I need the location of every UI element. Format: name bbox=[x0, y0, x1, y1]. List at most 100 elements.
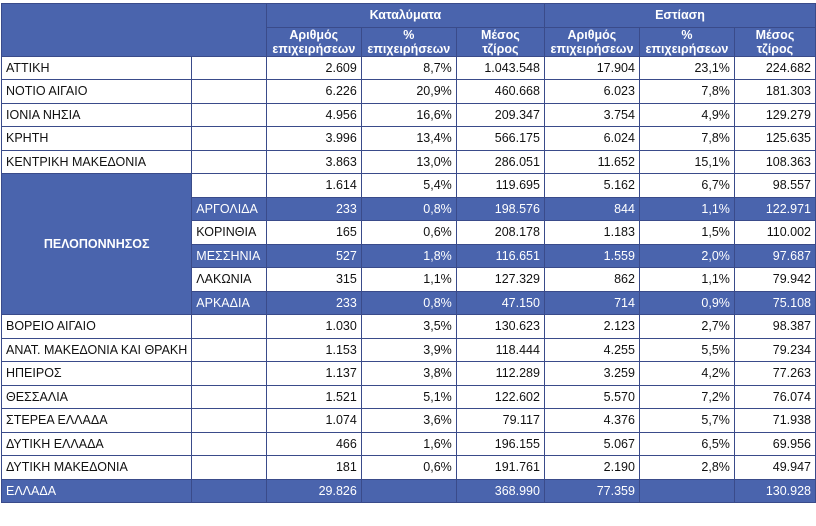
value-cell: 1,1% bbox=[360, 267, 457, 292]
col-food-count: Αριθμός επιχειρήσεων bbox=[543, 26, 640, 57]
value-cell: 2.609 bbox=[265, 55, 362, 80]
value-cell: 118.444 bbox=[455, 337, 545, 362]
col-food-pct: % επιχειρήσεων bbox=[638, 26, 735, 57]
value-cell: 4.956 bbox=[265, 102, 362, 127]
value-cell: 75.108 bbox=[733, 290, 816, 315]
value-cell: 3.863 bbox=[265, 149, 362, 174]
empty-subregion-cell bbox=[191, 384, 267, 409]
accommodation-group-header: Καταλύματα bbox=[265, 3, 545, 28]
subregion-name: ΛΑΚΩΝΙΑ bbox=[191, 267, 267, 292]
value-cell: 119.695 bbox=[455, 173, 545, 198]
table-row-subregion: ΑΡΚΑΔΙΑ 233 0,8% 47.150 714 0,9% 75.108 bbox=[2, 290, 816, 315]
table-row: ΚΡΗΤΗ 3.996 13,4% 566.175 6.024 7,8% 125.635 bbox=[0, 126, 816, 151]
table-row: ΔΥΤΙΚΗ ΜΑΚΕΔΟΝΙΑ 181 0,6% 191.761 2.190 2,8% 4… bbox=[0, 455, 816, 480]
value-cell: 129.279 bbox=[733, 102, 816, 127]
value-cell: 862 bbox=[543, 267, 640, 292]
value-cell: 130.623 bbox=[455, 314, 545, 339]
value-cell: 5.570 bbox=[543, 384, 640, 409]
value-cell: 233 bbox=[265, 290, 362, 315]
value-cell: 16,6% bbox=[360, 102, 457, 127]
value-cell: 5.162 bbox=[543, 173, 640, 198]
value-cell: 8,7% bbox=[360, 55, 457, 80]
value-cell: 17.904 bbox=[543, 55, 640, 80]
value-cell: 1,1% bbox=[638, 267, 735, 292]
empty-subregion-cell bbox=[191, 55, 267, 80]
table-row: ΑΤΤΙΚΗ 2.609 8,7% 1.043.548 17.904 23,1% 224.6… bbox=[0, 55, 816, 80]
value-cell: 3.754 bbox=[543, 102, 640, 127]
region-name-total: ΕΛΛΑΔΑ bbox=[0, 478, 193, 503]
region-name: ΑΝΑΤ. ΜΑΚΕΔΟΝΙΑ ΚΑΙ ΘΡΑΚΗ bbox=[0, 337, 193, 362]
value-cell: 6.024 bbox=[543, 126, 640, 151]
table-row: ΔΥΤΙΚΗ ΕΛΛΑΔΑ 466 1,6% 196.155 5.067 6,5% 69.9… bbox=[0, 431, 816, 456]
value-cell: 130.928 bbox=[733, 478, 816, 503]
table-row: ΚΕΝΤΡΙΚΗ ΜΑΚΕΔΟΝΙΑ 3.863 13,0% 286.051 11.65… bbox=[0, 149, 816, 174]
value-cell: 125.635 bbox=[733, 126, 816, 151]
empty-subregion-cell bbox=[191, 102, 267, 127]
table-row-peloponnese-total: ΠΕΛΟΠΟΝΝΗΣΟΣ 1.614 5,4% 119.695 5.162 6,7% 98.… bbox=[0, 173, 816, 315]
value-cell: 112.289 bbox=[455, 361, 545, 386]
value-cell: 527 bbox=[265, 243, 362, 268]
value-cell: 3.259 bbox=[543, 361, 640, 386]
col-acc-pct: % επιχειρήσεων bbox=[360, 26, 457, 57]
value-cell: 116.651 bbox=[455, 243, 545, 268]
value-cell: 69.956 bbox=[733, 431, 816, 456]
value-cell: 4.376 bbox=[543, 408, 640, 433]
value-cell: 165 bbox=[265, 220, 362, 245]
value-cell: 20,9% bbox=[360, 79, 457, 104]
value-cell: 1.153 bbox=[265, 337, 362, 362]
value-cell: 79.234 bbox=[733, 337, 816, 362]
value-cell: 0,8% bbox=[360, 196, 457, 221]
value-cell: 208.178 bbox=[455, 220, 545, 245]
value-cell: 49.947 bbox=[733, 455, 816, 480]
value-cell: 1.183 bbox=[543, 220, 640, 245]
value-cell: 15,1% bbox=[638, 149, 735, 174]
value-cell: 122.602 bbox=[455, 384, 545, 409]
value-cell: 181.303 bbox=[733, 79, 816, 104]
empty-subregion-cell bbox=[191, 455, 267, 480]
value-cell: 108.363 bbox=[733, 149, 816, 174]
region-name: ΑΤΤΙΚΗ bbox=[0, 55, 193, 80]
table-row: ΙΟΝΙΑ ΝΗΣΙΑ 4.956 16,6% 209.347 3.754 4,9% 129… bbox=[0, 102, 816, 127]
value-cell: 2,0% bbox=[638, 243, 735, 268]
value-cell: 71.938 bbox=[733, 408, 816, 433]
empty-subregion-cell bbox=[191, 431, 267, 456]
value-cell: 1.559 bbox=[543, 243, 640, 268]
value-cell: 3,6% bbox=[360, 408, 457, 433]
value-cell: 0,8% bbox=[360, 290, 457, 315]
value-cell: 76.074 bbox=[733, 384, 816, 409]
value-cell: 196.155 bbox=[455, 431, 545, 456]
value-cell: 209.347 bbox=[455, 102, 545, 127]
value-cell: 23,1% bbox=[638, 55, 735, 80]
value-cell: 5,5% bbox=[638, 337, 735, 362]
table-row: ΑΝΑΤ. ΜΑΚΕΔΟΝΙΑ ΚΑΙ ΘΡΑΚΗ 1.153 3,9% 118.44… bbox=[0, 337, 816, 362]
value-cell: 286.051 bbox=[455, 149, 545, 174]
value-cell: 181 bbox=[265, 455, 362, 480]
region-name: ΔΥΤΙΚΗ ΕΛΛΑΔΑ bbox=[0, 431, 193, 456]
table-row-subregion: ΚΟΡΙΝΘΙΑ 165 0,6% 208.178 1.183 1,5% 110.002 bbox=[2, 220, 816, 245]
value-cell: 6,5% bbox=[638, 431, 735, 456]
subregion-name: ΑΡΚΑΔΙΑ bbox=[191, 290, 267, 315]
region-name: ΣΤΕΡΕΑ ΕΛΛΑΔΑ bbox=[0, 408, 193, 433]
group-header-row: Καταλύματα Εστίαση bbox=[1, 3, 816, 57]
value-cell: 1.521 bbox=[265, 384, 362, 409]
value-cell: 844 bbox=[543, 196, 640, 221]
region-name: ΒΟΡΕΙΟ ΑΙΓΑΙΟ bbox=[0, 314, 193, 339]
value-cell: 110.002 bbox=[733, 220, 816, 245]
value-cell: 3,8% bbox=[360, 361, 457, 386]
value-cell: 1.137 bbox=[265, 361, 362, 386]
value-cell: 1.043.548 bbox=[455, 55, 545, 80]
value-cell: 2.123 bbox=[543, 314, 640, 339]
value-cell: 3,9% bbox=[360, 337, 457, 362]
value-cell: 2.190 bbox=[543, 455, 640, 480]
value-cell: 4,2% bbox=[638, 361, 735, 386]
value-cell: 0,6% bbox=[360, 455, 457, 480]
value-cell: 1.074 bbox=[265, 408, 362, 433]
value-cell: 466 bbox=[265, 431, 362, 456]
table-row-total: ΕΛΛΑΔΑ 29.826 368.990 77.359 130.928 bbox=[0, 478, 816, 503]
value-cell: 127.329 bbox=[455, 267, 545, 292]
value-cell bbox=[638, 478, 735, 503]
value-cell: 0,6% bbox=[360, 220, 457, 245]
value-cell: 233 bbox=[265, 196, 362, 221]
region-name: ΘΕΣΣΑΛΙΑ bbox=[0, 384, 193, 409]
region-name: ΙΟΝΙΑ ΝΗΣΙΑ bbox=[0, 102, 193, 127]
